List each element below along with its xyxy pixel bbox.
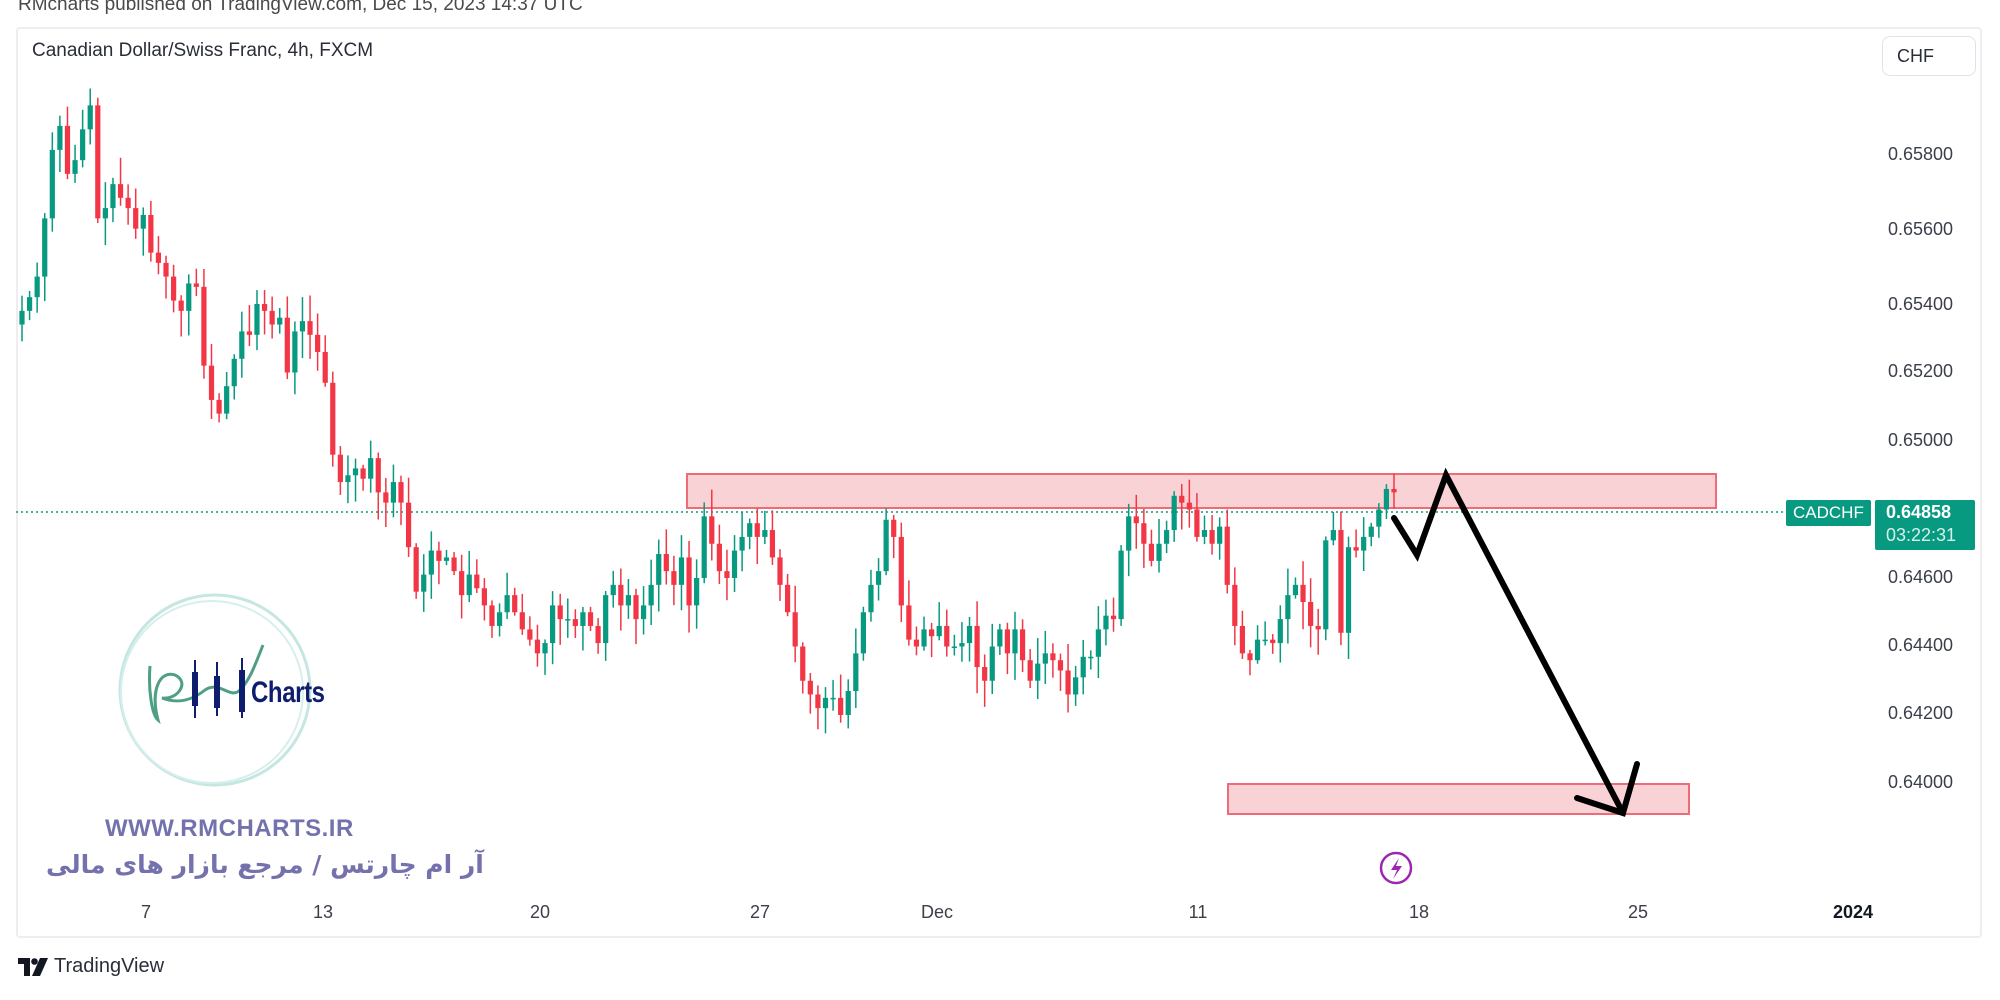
price-tick: 0.65000 <box>1888 430 1954 450</box>
chart-title: Canadian Dollar/Swiss Franc, 4h, FXCM <box>32 40 374 61</box>
currency-button[interactable]: CHF <box>1882 36 1976 76</box>
bar-countdown: 03:22:31 <box>1886 525 1957 545</box>
last-price-box: 0.64858 03:22:31 <box>1875 500 1975 550</box>
projection-arrow[interactable] <box>1391 467 1640 817</box>
tradingview-brand[interactable]: TradingView <box>18 955 164 978</box>
price-tick: 0.65600 <box>1888 219 1954 239</box>
price-tick: 0.64200 <box>1888 703 1954 723</box>
logo-charts-text: Charts <box>251 676 325 709</box>
tradingview-brand-label: TradingView <box>54 955 165 977</box>
time-tick: 20 <box>529 902 551 922</box>
price-tick: 0.65800 <box>1888 144 1954 164</box>
time-tick: 25 <box>1627 902 1649 922</box>
published-caption: RMcharts published on TradingView.com, D… <box>18 0 583 15</box>
symbol-label: CADCHF <box>1786 500 1871 526</box>
resistance-zone[interactable] <box>686 473 1717 509</box>
time-tick: 7 <box>140 902 152 922</box>
time-tick: 27 <box>749 902 771 922</box>
price-tick: 0.64600 <box>1888 567 1954 587</box>
time-tick: 13 <box>312 902 334 922</box>
price-tick: 0.64400 <box>1888 635 1954 655</box>
price-tick: 0.64000 <box>1888 772 1954 792</box>
candlestick-series <box>19 88 1397 734</box>
time-tick: 2024 <box>1832 902 1874 922</box>
rmcharts-logo <box>118 593 312 787</box>
watermark-website: WWW.RMCHARTS.IR <box>105 815 354 842</box>
price-tick: 0.65400 <box>1888 294 1954 314</box>
last-price-value: 0.64858 <box>1886 502 1952 522</box>
time-tick: 18 <box>1408 902 1430 922</box>
tradingview-logo-icon <box>18 957 48 976</box>
price-tick: 0.65200 <box>1888 361 1954 381</box>
time-tick: Dec <box>920 902 954 922</box>
time-tick: 11 <box>1188 902 1208 922</box>
lightning-icon[interactable] <box>1379 851 1413 885</box>
watermark-tagline: آر ام چارتس / مرجع بازار های مالی <box>46 850 484 879</box>
